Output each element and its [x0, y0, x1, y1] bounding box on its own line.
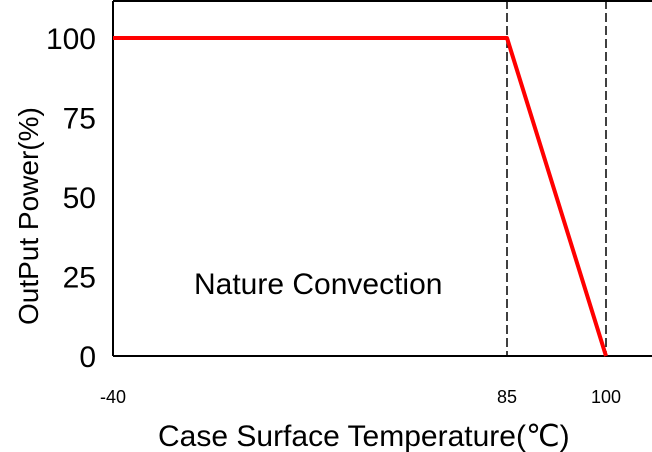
plot-frame	[112, 0, 652, 357]
y-tick-label-75: 75	[63, 103, 96, 136]
reference-lines	[506, 0, 607, 356]
x-tick-labels: -40 85 100	[100, 387, 621, 407]
x-tick-label-100: 100	[591, 387, 621, 407]
y-axis-label: OutPut Power(%)	[13, 107, 44, 325]
x-tick-label-85: 85	[497, 387, 517, 407]
y-tick-label-50: 50	[63, 182, 96, 215]
series-lines	[113, 36, 608, 357]
y-tick-label-25: 25	[63, 262, 96, 295]
x-axis-label: Case Surface Temperature(℃)	[158, 420, 570, 452]
x-tick-label--40: -40	[100, 387, 126, 407]
y-tick-label-100: 100	[46, 23, 96, 56]
y-tick-labels: 0 25 50 75 100	[46, 23, 96, 374]
y-tick-label-0: 0	[79, 341, 96, 374]
annotation-nature-convection: Nature Convection	[194, 268, 442, 301]
series-line-0	[113, 36, 608, 357]
